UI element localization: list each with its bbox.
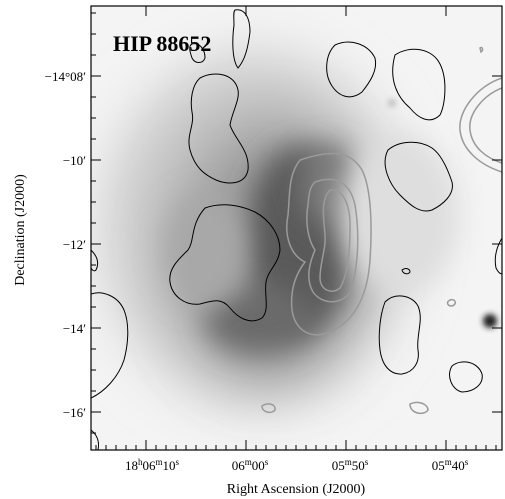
black-contour-top-right-1	[326, 41, 377, 98]
nebula-emission	[105, 55, 460, 405]
y-tick-label: −16′	[63, 405, 86, 420]
bright-star	[483, 314, 497, 328]
y-axis-label: Declination (J2000)	[13, 174, 28, 286]
black-contour-left-edge	[91, 249, 99, 272]
black-contour-bottom-left	[91, 292, 129, 399]
image-panel	[91, 6, 502, 450]
black-contour-right-lower	[378, 295, 421, 375]
y-tick-label: −12′	[63, 237, 86, 252]
black-contour-bottom-left-edge	[91, 429, 99, 450]
x-axis-label: Right Ascension (J2000)	[227, 482, 366, 497]
gray-contour-small-1	[446, 298, 457, 307]
x-tick-label: 05m50s	[332, 457, 369, 473]
black-contour-top-tall	[232, 9, 251, 69]
black-contour-top-small	[189, 43, 206, 63]
black-contour-left-central	[169, 204, 281, 322]
gray-contour-inner	[319, 189, 351, 292]
y-tick-label: −14′	[63, 321, 86, 336]
black-contour-right-edge	[494, 237, 502, 275]
y-ticks	[91, 12, 502, 434]
black-contours	[91, 9, 502, 450]
black-contour-left-upper	[188, 73, 249, 184]
gray-contours	[261, 46, 502, 415]
black-contour-right-middle	[384, 141, 453, 212]
figure-title: HIP 88652	[113, 31, 211, 56]
gray-contour-arc-outer	[459, 77, 502, 173]
y-tick-label: −14°08′	[45, 69, 87, 84]
x-tick-label: 05m40s	[432, 457, 469, 473]
y-tick-labels: −14°08′ −10′ −12′ −14′ −16′	[45, 69, 87, 420]
gray-contour-outer	[286, 152, 372, 336]
faint-star	[388, 99, 396, 107]
x-ticks	[95, 6, 497, 450]
black-contour-bottom-right	[449, 361, 483, 393]
gray-contour-small-3	[409, 401, 429, 415]
x-tick-label: 18h06m10s	[125, 457, 180, 473]
y-tick-label: −10′	[63, 153, 86, 168]
x-tick-labels: 18h06m10s 06m00s 05m50s 05m40s	[125, 457, 469, 473]
gray-contour-small-4	[479, 46, 484, 54]
gray-contour-mid	[306, 178, 359, 303]
plot-frame	[90, 5, 503, 451]
x-tick-label: 06m00s	[232, 457, 269, 473]
gray-contour-small-2	[261, 403, 276, 414]
gray-contour-arc-inner	[469, 87, 502, 164]
black-contour-top-right-2	[392, 48, 446, 121]
black-contour-tiny	[401, 268, 411, 275]
